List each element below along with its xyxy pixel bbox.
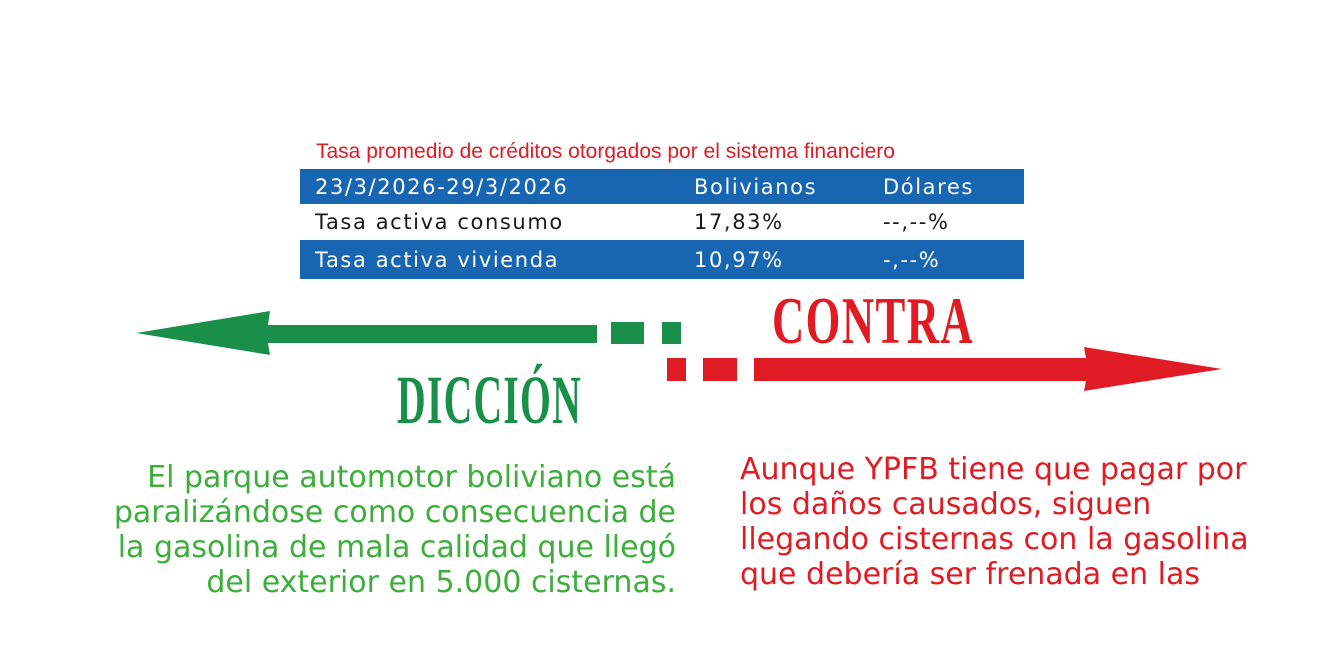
rate-bolivianos: 17,83% bbox=[694, 210, 784, 234]
text-line: El parque automotor boliviano está bbox=[147, 460, 676, 495]
red-dash-2 bbox=[703, 358, 737, 381]
text-line: que debería ser frenada en las bbox=[740, 557, 1201, 592]
red-right-arrow-icon bbox=[754, 347, 1222, 391]
rate-dolares: --,--% bbox=[883, 210, 950, 234]
green-left-arrow-icon bbox=[136, 311, 597, 355]
period-label: 23/3/2026-29/3/2026 bbox=[315, 174, 569, 199]
rates-table-header: 23/3/2026-29/3/2026 Bolivianos Dólares bbox=[300, 169, 1024, 204]
rate-bolivianos: 10,97% bbox=[694, 247, 784, 272]
rate-row-consumo: Tasa activa consumo 17,83% --,--% bbox=[300, 204, 1024, 240]
rates-table-title: Tasa promedio de créditos otorgados por … bbox=[316, 140, 895, 163]
bolivianos-column-header: Bolivianos bbox=[694, 174, 818, 199]
dolares-column-header: Dólares bbox=[883, 174, 974, 199]
green-dash-1 bbox=[611, 322, 644, 344]
text-line: Aunque YPFB tiene que pagar por bbox=[740, 452, 1247, 487]
rate-row-vivienda: Tasa activa vivienda 10,97% -,--% bbox=[300, 240, 1024, 279]
rate-label: Tasa activa consumo bbox=[315, 210, 564, 234]
rate-label: Tasa activa vivienda bbox=[315, 247, 560, 272]
rates-table: 23/3/2026-29/3/2026 Bolivianos Dólares T… bbox=[300, 169, 1024, 279]
text-line: del exterior en 5.000 cisternas. bbox=[206, 565, 676, 600]
red-dash-1 bbox=[667, 358, 686, 381]
text-line: llegando cisternas con la gasolina bbox=[740, 522, 1249, 557]
contra-word: CONTRA bbox=[772, 284, 975, 359]
diccion-word: DICCIÓN bbox=[397, 361, 583, 439]
text-line: paralizándose como consecuencia de bbox=[113, 495, 676, 530]
text-line: los daños causados, siguen bbox=[740, 487, 1152, 522]
green-dash-2 bbox=[662, 322, 681, 344]
text-line: la gasolina de mala calidad que llegó bbox=[117, 530, 676, 565]
rate-dolares: -,--% bbox=[883, 247, 941, 272]
left-column-text: El parque automotor boliviano está paral… bbox=[60, 460, 676, 600]
right-column-text: Aunque YPFB tiene que pagar por los daño… bbox=[740, 452, 1340, 592]
